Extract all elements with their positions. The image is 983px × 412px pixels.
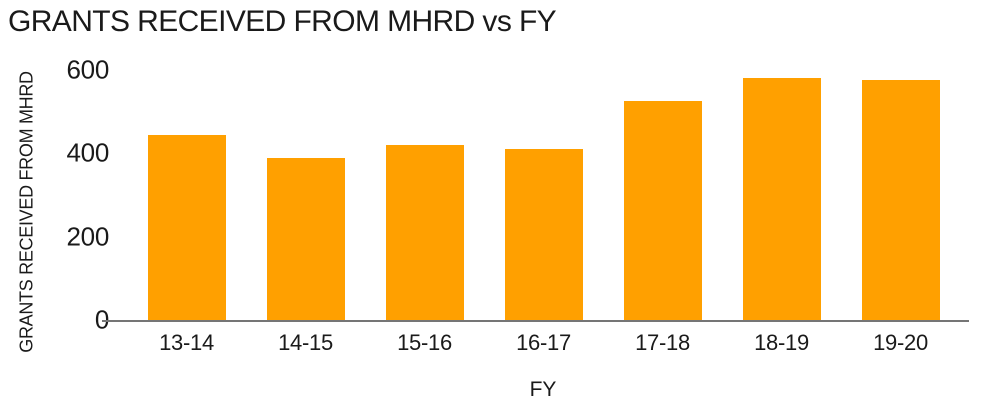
bar-13-14: [147, 134, 226, 320]
y-axis-title: GRANTS RECEIVED FROM MHRD: [16, 71, 37, 353]
y-tick-label: 400: [66, 137, 110, 168]
y-tick-label: 200: [66, 221, 110, 252]
x-tick-label: 19-20: [873, 330, 928, 355]
x-tick-label: 17-18: [635, 330, 690, 355]
x-axis-title: FY: [529, 378, 557, 401]
bar-15-16: [385, 145, 464, 320]
bar-19-20: [861, 80, 940, 320]
plot-area: 0 200 400 600 13-14 14-15 15-16 16-17 17-18 18-1…: [67, 55, 969, 355]
bar-16-17: [504, 149, 583, 320]
bar-14-15: [266, 157, 345, 320]
x-tick-label: 15-16: [397, 330, 452, 355]
y-tick-label: 0: [95, 305, 109, 336]
y-tick-label: 600: [66, 54, 110, 85]
x-tick-label: 13-14: [159, 330, 214, 355]
x-tick-label: 14-15: [278, 330, 333, 355]
bar-18-19: [742, 78, 821, 320]
chart-title: GRANTS RECEIVED FROM MHRD vs FY: [8, 5, 557, 38]
x-tick-label: 16-17: [516, 330, 571, 355]
x-axis-line: [102, 320, 969, 322]
x-tick-label: 18-19: [754, 330, 809, 355]
bar-17-18: [623, 101, 702, 320]
